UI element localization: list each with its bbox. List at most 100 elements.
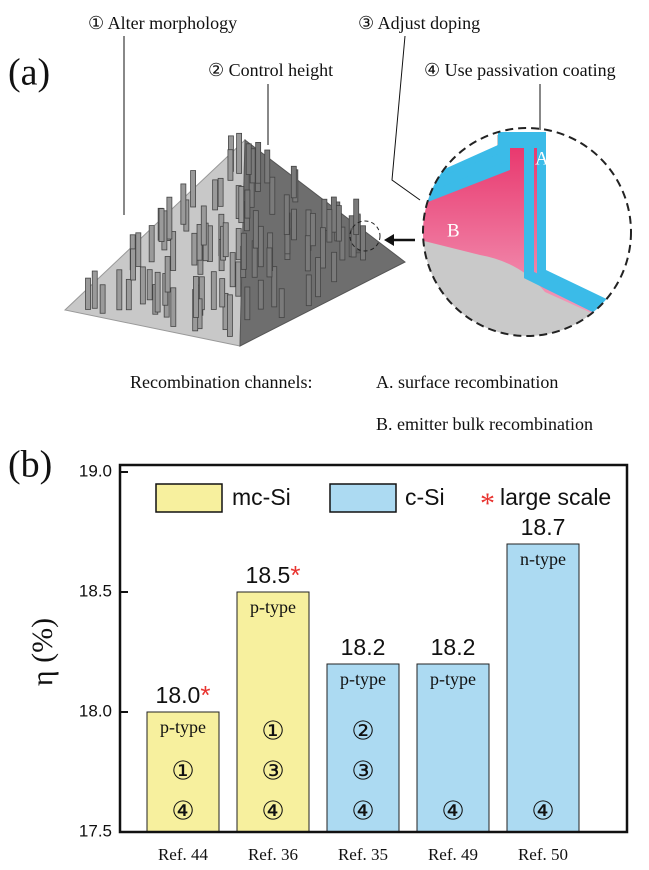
- zoom-view: [423, 128, 631, 336]
- region-label: B: [447, 220, 460, 241]
- legend-label: c-Si: [405, 484, 445, 510]
- nanowire: [304, 235, 311, 272]
- nanowire: [166, 196, 173, 240]
- nanowire: [200, 205, 207, 246]
- nanowire: [326, 209, 333, 243]
- nanowire: [269, 176, 276, 215]
- step-label: ① Alter morphology: [88, 13, 237, 33]
- nanowire: [219, 278, 226, 308]
- strategy-label: ①: [171, 757, 194, 787]
- nanowire: [135, 232, 142, 267]
- step-label: ④ Use passivation coating: [424, 60, 616, 80]
- x-tick-label: Ref. 36: [248, 845, 298, 864]
- step-label: ③ Adjust doping: [358, 13, 480, 33]
- nanowire: [99, 284, 106, 314]
- channel: B. emitter bulk recombination: [376, 414, 593, 434]
- zoom-spot: [349, 220, 381, 252]
- strategy-label: ②: [351, 717, 374, 747]
- x-tick-label: Ref. 50: [518, 845, 568, 864]
- nanowire: [244, 286, 251, 321]
- nanowire: [146, 269, 153, 301]
- doping-label: p-type: [340, 669, 386, 689]
- y-tick-label: 18.5: [79, 581, 112, 600]
- y-tick-label: 18.0: [79, 701, 112, 720]
- bar: [146, 711, 220, 833]
- nanowire: [222, 222, 229, 258]
- nanowire: [331, 251, 338, 283]
- strategy-label: ①: [261, 717, 284, 747]
- nanowire: [335, 205, 342, 242]
- nanowire: [240, 232, 247, 270]
- nanowire: [170, 231, 177, 271]
- nanowire: [321, 198, 328, 231]
- legend-swatch: [329, 483, 397, 513]
- nanowire: [305, 274, 312, 307]
- nanowire: [190, 170, 197, 208]
- nanowire: [148, 225, 155, 263]
- channel: A. surface recombination: [376, 372, 558, 392]
- nanowire: [91, 270, 98, 309]
- nanowire: [257, 225, 264, 268]
- doping-label: n-type: [520, 549, 566, 569]
- leader: [391, 35, 421, 201]
- nanowire: [339, 226, 346, 261]
- nanowire: [271, 266, 278, 308]
- nanowire: [309, 212, 316, 247]
- nanowire: [290, 165, 297, 199]
- diagram: (a) A B ① Alter morphology ② Control hei…: [8, 13, 632, 434]
- bar: [236, 591, 310, 833]
- nanowire: [244, 189, 251, 219]
- x-tick-label: Ref. 49: [428, 845, 478, 864]
- value-label: 18.2: [431, 634, 476, 660]
- strategy-label: ④: [171, 797, 194, 827]
- nanowire: [360, 225, 366, 261]
- legend-label: mc-Si: [232, 484, 291, 510]
- value-text: 18.0: [156, 682, 201, 708]
- value-text: 18.7: [521, 514, 566, 540]
- nanowire: [278, 288, 285, 318]
- channels-title: Recombination channels:: [130, 372, 312, 392]
- nanowire: [252, 210, 259, 249]
- arrow-head: [384, 234, 394, 246]
- value-text: 18.5: [246, 562, 291, 588]
- nanowire: [170, 287, 177, 327]
- value-label: 18.5*: [246, 560, 301, 590]
- legend-symbol: *: [480, 487, 495, 520]
- large-scale-mark: *: [200, 680, 210, 710]
- nanowire: [264, 149, 271, 184]
- strategy-label: ③: [261, 757, 284, 787]
- nanowire: [191, 232, 198, 266]
- nanowire: [257, 279, 264, 310]
- nanowire: [180, 183, 187, 225]
- bar: [326, 663, 400, 833]
- legend-label: large scale: [500, 484, 611, 510]
- strategy-label: ④: [441, 797, 464, 827]
- nanowire: [266, 247, 273, 278]
- doping-label: p-type: [250, 597, 296, 617]
- bar: [416, 663, 490, 833]
- nanowire: [236, 132, 243, 174]
- nanowire: [139, 266, 146, 305]
- nanowire: [245, 143, 252, 175]
- nanowire: [125, 278, 132, 311]
- nanowire: [291, 208, 297, 241]
- doping-label: p-type: [430, 669, 476, 689]
- plot-frame: [118, 463, 629, 834]
- nanowire: [154, 271, 161, 313]
- nanowire: [227, 149, 234, 181]
- nanowires: [85, 132, 366, 337]
- value-label: 18.7: [521, 514, 566, 540]
- y-axis-label: η (%): [26, 618, 59, 686]
- nanowire: [164, 256, 171, 293]
- strategy-label: ④: [531, 797, 554, 827]
- legend-swatch: [155, 483, 223, 513]
- nanowire: [229, 252, 236, 288]
- value-label: 18.2: [341, 634, 386, 660]
- nanowire: [255, 141, 262, 184]
- nanowire: [116, 269, 123, 311]
- nanowire: [238, 186, 245, 224]
- nanowire: [193, 276, 199, 318]
- y-tick-label: 19.0: [79, 461, 112, 480]
- x-tick-label: Ref. 44: [158, 845, 209, 864]
